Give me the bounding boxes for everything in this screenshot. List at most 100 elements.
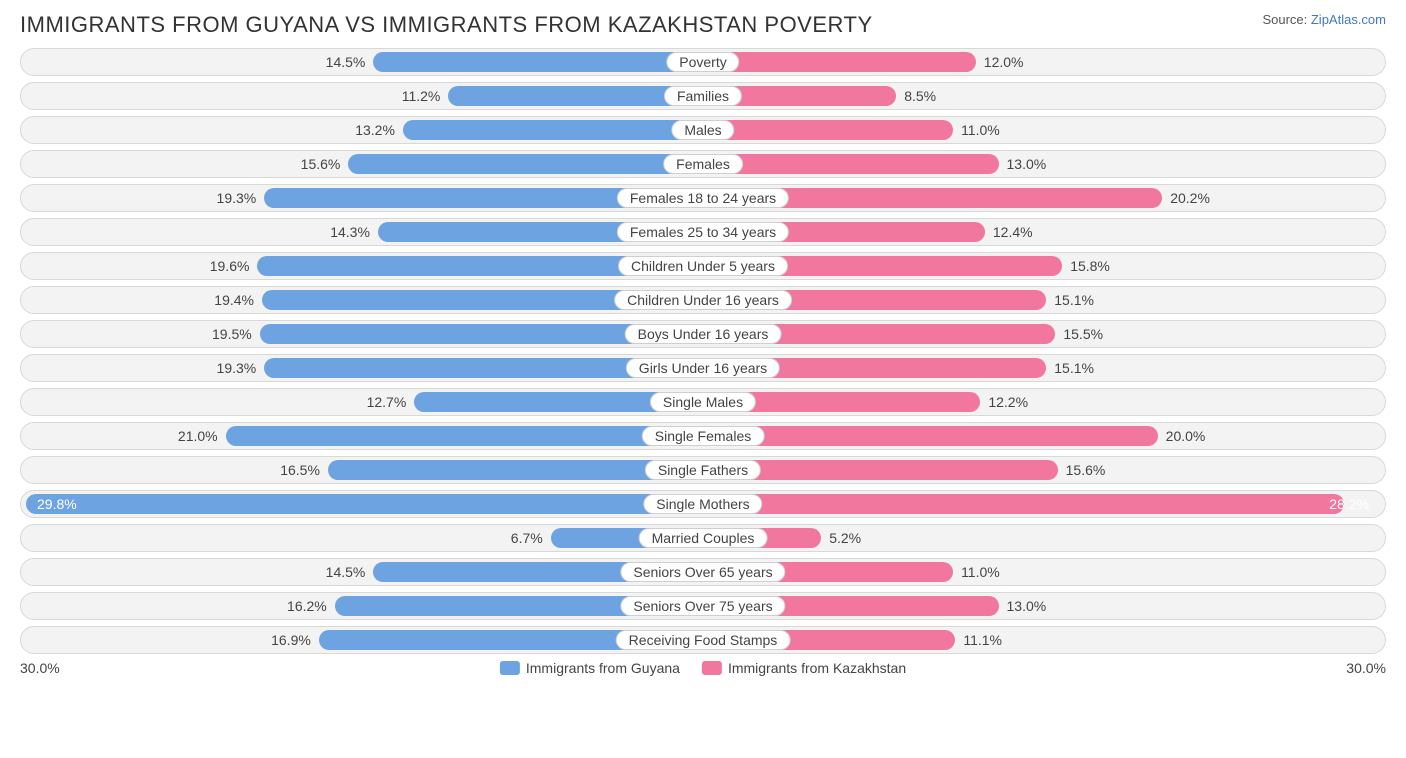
bar-half-right: 15.1% — [703, 287, 1385, 313]
value-label-left: 12.7% — [359, 394, 415, 410]
value-label-right: 20.2% — [1162, 190, 1218, 206]
bar-half-left: 15.6% — [21, 151, 703, 177]
chart-rows: 14.5%12.0%Poverty11.2%8.5%Families13.2%1… — [20, 48, 1386, 654]
bar-right — [703, 494, 1344, 514]
source-link[interactable]: ZipAtlas.com — [1311, 12, 1386, 27]
bar-half-right: 11.0% — [703, 117, 1385, 143]
chart-row: 16.5% 15.6% Single Fathers — [20, 456, 1386, 484]
value-label-left: 19.4% — [206, 292, 262, 308]
bar-half-left: 6.7% — [21, 525, 703, 551]
value-label-left: 19.5% — [204, 326, 260, 342]
chart-row: 15.6%13.0%Females — [20, 150, 1386, 178]
legend-label-kazakhstan: Immigrants from Kazakhstan — [728, 660, 906, 676]
bar-half-left: 13.2% — [21, 117, 703, 143]
category-label: Single Males — [650, 392, 756, 412]
axis-row: 30.0% Immigrants from Guyana Immigrants … — [20, 660, 1386, 676]
bar-half-left: 19.3% — [21, 185, 703, 211]
legend-swatch-guyana — [500, 661, 520, 675]
axis-right-label: 30.0% — [1346, 660, 1386, 676]
value-label-right: 8.5% — [896, 88, 944, 104]
category-label: Children Under 16 years — [614, 290, 792, 310]
bar-half-right: 13.0% — [703, 593, 1385, 619]
chart-row: 19.3% 20.2% Females 18 to 24 years — [20, 184, 1386, 212]
value-label-left: 14.3% — [322, 224, 378, 240]
bar-half-left: 14.3% — [21, 219, 703, 245]
value-label-left: 21.0% — [170, 428, 226, 444]
value-label-right: 15.1% — [1046, 360, 1102, 376]
category-label: Single Fathers — [645, 460, 761, 480]
chart-row: 11.2% 8.5% Families — [20, 82, 1386, 110]
category-label: Children Under 5 years — [618, 256, 788, 276]
bar-half-left: 19.3% — [21, 355, 703, 381]
bar-right — [703, 52, 976, 72]
bar-half-right: 12.2% — [703, 389, 1385, 415]
category-label: Poverty — [666, 52, 739, 72]
value-label-left: 11.2% — [394, 88, 449, 104]
bar-right — [703, 426, 1158, 446]
legend-item-kazakhstan: Immigrants from Kazakhstan — [702, 660, 906, 676]
chart-row: 19.3%15.1%Girls Under 16 years — [20, 354, 1386, 382]
bar-half-right: 13.0% — [703, 151, 1385, 177]
chart-row: 16.9%11.1%Receiving Food Stamps — [20, 626, 1386, 654]
value-label-left: 19.3% — [209, 360, 265, 376]
value-label-left: 16.5% — [272, 462, 328, 478]
legend-swatch-kazakhstan — [702, 661, 722, 675]
category-label: Seniors Over 75 years — [620, 596, 785, 616]
value-label-right: 5.2% — [821, 530, 869, 546]
category-label: Males — [671, 120, 734, 140]
chart-row: 19.4% 15.1%Children Under 16 years — [20, 286, 1386, 314]
value-label-left: 6.7% — [503, 530, 551, 546]
bar-half-right: 11.1% — [703, 627, 1385, 653]
bar-left — [226, 426, 703, 446]
chart-area: 14.5%12.0%Poverty11.2%8.5%Families13.2%1… — [20, 48, 1386, 676]
value-label-left: 15.6% — [293, 156, 349, 172]
bar-half-left: 11.2% — [21, 83, 703, 109]
bar-half-right: 15.1% — [703, 355, 1385, 381]
category-label: Married Couples — [639, 528, 768, 548]
value-label-right: 12.0% — [976, 54, 1032, 70]
category-label: Single Females — [642, 426, 765, 446]
value-label-right: 12.4% — [985, 224, 1041, 240]
value-label-left: 16.2% — [279, 598, 335, 614]
chart-container: IMMIGRANTS FROM GUYANA VS IMMIGRANTS FRO… — [0, 0, 1406, 758]
value-label-right: 15.5% — [1055, 326, 1111, 342]
axis-left-label: 30.0% — [20, 660, 60, 676]
value-label-left: 29.8% — [29, 496, 85, 512]
bar-half-right: 15.8% — [703, 253, 1385, 279]
bar-half-left: 16.9% — [21, 627, 703, 653]
legend-item-guyana: Immigrants from Guyana — [500, 660, 680, 676]
chart-row: 14.3%12.4%Females 25 to 34 years — [20, 218, 1386, 246]
value-label-right: 15.6% — [1058, 462, 1114, 478]
category-label: Families — [664, 86, 742, 106]
bar-half-left: 19.4% — [21, 287, 703, 313]
chart-row: 19.5% 15.5% Boys Under 16 years — [20, 320, 1386, 348]
bar-half-left: 14.5% — [21, 559, 703, 585]
bar-half-left: 16.2% — [21, 593, 703, 619]
chart-row: 14.5%11.0%Seniors Over 65 years — [20, 558, 1386, 586]
chart-row: 13.2%11.0%Males — [20, 116, 1386, 144]
bar-half-right: 12.0% — [703, 49, 1385, 75]
category-label: Boys Under 16 years — [625, 324, 782, 344]
legend-label-guyana: Immigrants from Guyana — [526, 660, 680, 676]
bar-half-left: 19.5% — [21, 321, 703, 347]
bar-left — [403, 120, 703, 140]
chart-row: 14.5% 12.0% Poverty — [20, 48, 1386, 76]
bar-half-left: 14.5% — [21, 49, 703, 75]
bar-left — [373, 52, 703, 72]
category-label: Single Mothers — [643, 494, 762, 514]
bar-half-right: 15.5% — [703, 321, 1385, 347]
value-label-left: 19.3% — [209, 190, 265, 206]
value-label-right: 15.8% — [1062, 258, 1118, 274]
value-label-right: 20.0% — [1158, 428, 1214, 444]
category-label: Females 18 to 24 years — [617, 188, 789, 208]
value-label-right: 12.2% — [980, 394, 1036, 410]
value-label-right: 13.0% — [999, 156, 1055, 172]
header: IMMIGRANTS FROM GUYANA VS IMMIGRANTS FRO… — [20, 12, 1386, 38]
chart-row: 6.7% 5.2% Married Couples — [20, 524, 1386, 552]
chart-row: 29.8%28.2%Single Mothers — [20, 490, 1386, 518]
value-label-right: 11.1% — [955, 632, 1010, 648]
bar-left — [348, 154, 703, 174]
value-label-left: 16.9% — [263, 632, 319, 648]
bar-half-right: 20.2% — [703, 185, 1385, 211]
value-label-left: 14.5% — [318, 54, 374, 70]
